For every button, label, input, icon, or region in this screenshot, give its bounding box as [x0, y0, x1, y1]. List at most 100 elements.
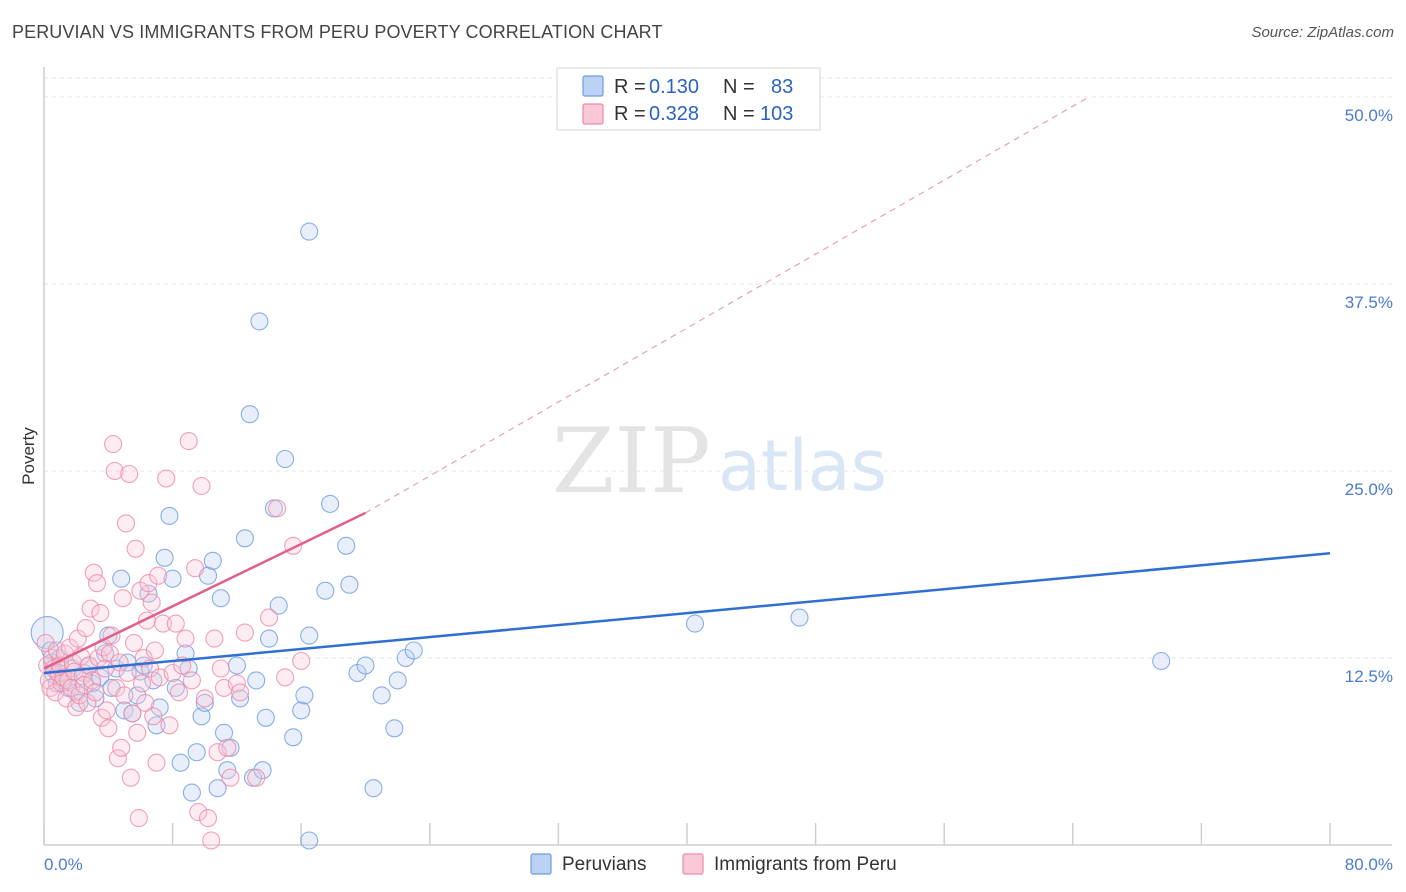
y-axis-title: Poverty	[19, 427, 38, 485]
scatter-point	[284, 728, 303, 747]
scatter-point	[133, 674, 152, 693]
legend-n-value-2: 103	[760, 103, 793, 125]
scatter-point	[171, 753, 190, 772]
scatter-point	[160, 716, 179, 735]
immigrants-points	[36, 432, 311, 850]
scatter-point	[83, 671, 102, 690]
scatter-point	[155, 548, 174, 567]
scatter-point	[211, 659, 230, 678]
scatter-point	[113, 589, 132, 608]
scatter-point	[182, 671, 201, 690]
y-tick-labels: 12.5% 25.0% 37.5% 50.0%	[1345, 106, 1393, 686]
scatter-point	[356, 656, 375, 675]
scatter-point	[150, 698, 169, 717]
scatter-point	[112, 569, 131, 588]
y-tick-label: 37.5%	[1345, 293, 1393, 312]
scatter-point	[100, 644, 119, 663]
y-tick-label: 12.5%	[1345, 667, 1393, 686]
scatter-point	[300, 626, 319, 645]
legend-r-label-2: R =	[614, 103, 646, 125]
scatter-point	[292, 651, 311, 671]
scatter-point	[235, 623, 254, 642]
scatter-point	[145, 641, 164, 660]
y-tick-label: 25.0%	[1345, 480, 1393, 499]
legend: R = 0.130 N = 83 R = 0.328 N = 103	[556, 67, 821, 131]
scatter-point	[268, 499, 287, 518]
scatter-point	[129, 809, 148, 828]
bottom-legend: Peruvians Immigrants from Peru	[530, 853, 897, 875]
scatter-point	[99, 719, 118, 738]
x-tick-label-min: 0.0%	[44, 855, 83, 874]
scatter-point	[218, 738, 237, 757]
bottom-legend-swatch-immigrants	[682, 853, 704, 875]
scatter-point	[205, 629, 224, 648]
scatter-point	[235, 529, 254, 548]
legend-r-value-2: 0.328	[649, 103, 699, 125]
scatter-point	[227, 656, 246, 675]
scatter-point	[176, 644, 195, 663]
scatter-point	[86, 683, 105, 702]
scatter-point	[169, 683, 189, 702]
scatter-point	[300, 831, 319, 850]
scatter-point	[256, 708, 275, 727]
scatter-point	[202, 831, 221, 850]
scatter-point	[124, 633, 144, 653]
scatter-point	[214, 723, 234, 742]
legend-r-label-1: R =	[614, 76, 646, 98]
watermark: ZIP atlas	[552, 409, 887, 514]
axes	[43, 67, 1392, 846]
scatter-point	[208, 743, 227, 762]
scatter-point	[276, 668, 295, 687]
scatter-point	[128, 723, 147, 742]
scatter-point	[203, 551, 222, 570]
peruvians-trend-line	[43, 552, 1331, 675]
scatter-point	[221, 768, 240, 787]
legend-swatch-immigrants	[582, 103, 604, 125]
scatter-point	[195, 689, 214, 708]
scatter-point	[179, 432, 198, 451]
scatter-point	[316, 581, 335, 600]
bottom-legend-peruvians: Peruvians	[562, 854, 647, 875]
scatter-point	[116, 514, 136, 533]
immigrants-trend-extension	[365, 96, 1090, 514]
scatter-point	[176, 629, 195, 648]
scatter-point	[404, 641, 423, 660]
scatter-point	[259, 608, 279, 627]
scatter-point	[121, 768, 140, 787]
scatter-point	[321, 494, 340, 513]
chart-title: PERUVIAN VS IMMIGRANTS FROM PERU POVERTY…	[12, 22, 663, 42]
scatter-point	[97, 701, 116, 720]
scatter-point	[112, 738, 131, 757]
scatter-point	[187, 743, 206, 762]
x-tick-labels: 0.0% 80.0%	[44, 855, 1393, 874]
scatter-point	[87, 574, 107, 593]
scatter-point	[30, 616, 64, 650]
watermark-atlas: atlas	[718, 425, 887, 507]
scatter-point	[153, 614, 173, 633]
scatter-point	[182, 783, 201, 802]
scatter-point	[253, 761, 272, 780]
scatter-point	[67, 698, 86, 717]
scatter-point	[685, 614, 705, 633]
scatter-point	[385, 719, 404, 738]
scatter-point	[231, 683, 250, 702]
scatter-point	[1152, 651, 1171, 671]
legend-n-label-2: N =	[723, 103, 755, 125]
y-tick-label: 50.0%	[1345, 106, 1393, 125]
scatter-point	[247, 671, 266, 690]
scatter-point	[292, 701, 311, 720]
peruvians-points	[30, 222, 1171, 850]
scatter-point	[144, 707, 163, 726]
scatter-point	[136, 693, 155, 712]
scatter-point	[300, 222, 319, 241]
scatter-point	[186, 559, 205, 578]
scatter-point	[108, 749, 127, 768]
scatter-point	[163, 569, 182, 588]
x-tick-label-max: 80.0%	[1345, 855, 1393, 874]
scatter-point	[120, 464, 139, 484]
scatter-point	[84, 563, 103, 582]
scatter-point	[340, 575, 359, 594]
scatter-point	[240, 405, 259, 424]
scatter-point	[198, 809, 218, 828]
